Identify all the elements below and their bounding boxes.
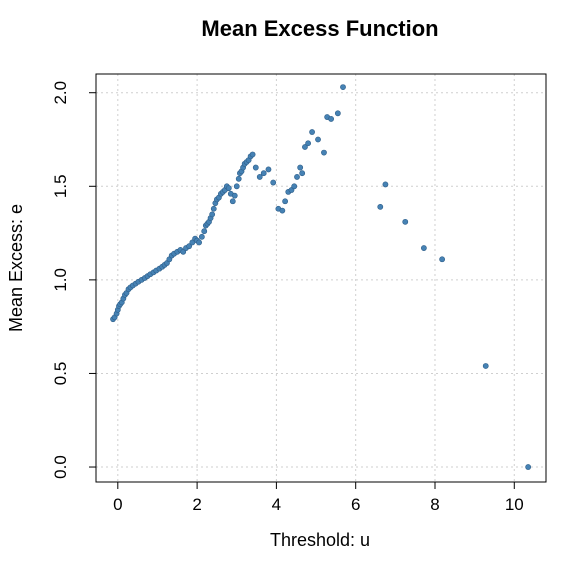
data-point xyxy=(270,179,277,186)
data-point xyxy=(439,256,446,263)
data-point xyxy=(377,203,384,210)
data-point xyxy=(231,192,238,199)
data-point xyxy=(198,233,205,240)
data-point xyxy=(209,211,216,218)
data-point xyxy=(525,464,532,470)
data-point xyxy=(334,110,341,117)
data-point xyxy=(282,198,289,205)
x-tick-label: 10 xyxy=(505,495,524,514)
data-point xyxy=(235,175,242,182)
y-tick-label: 0.0 xyxy=(51,455,70,479)
data-point xyxy=(305,140,312,147)
y-tick-label: 2.0 xyxy=(51,81,70,105)
data-point xyxy=(279,207,286,214)
data-point xyxy=(420,245,427,251)
y-axis-label: Mean Excess: e xyxy=(6,204,26,332)
data-point xyxy=(402,218,409,225)
data-point xyxy=(249,151,256,158)
data-point xyxy=(196,239,202,246)
chart-title: Mean Excess Function xyxy=(201,16,438,41)
data-point xyxy=(210,205,217,212)
x-axis-label: Threshold: u xyxy=(270,530,370,550)
y-tick-label: 1.0 xyxy=(51,268,70,292)
data-point xyxy=(302,144,308,150)
x-tick-label: 0 xyxy=(113,495,122,514)
y-tick-label: 1.5 xyxy=(51,174,70,198)
data-point xyxy=(225,185,232,192)
data-point xyxy=(315,136,321,143)
grid-layer xyxy=(96,74,546,482)
data-point xyxy=(233,183,240,190)
plot-frame xyxy=(95,73,547,483)
data-point xyxy=(291,183,298,190)
x-tick-label: 8 xyxy=(430,495,439,514)
data-point xyxy=(482,363,489,369)
data-point xyxy=(201,228,208,235)
x-tick-label: 2 xyxy=(192,495,201,514)
data-point xyxy=(256,174,263,180)
y-axis: 0.0 0.5 1.0 1.5 2.0 xyxy=(51,81,96,479)
y-tick-label: 0.5 xyxy=(51,362,70,386)
x-axis: 0 2 4 6 8 10 xyxy=(113,481,524,514)
data-point xyxy=(321,149,327,156)
data-point xyxy=(229,198,236,205)
data-point xyxy=(309,129,315,135)
data-point xyxy=(260,170,267,177)
data-point xyxy=(299,170,306,177)
data-point xyxy=(297,164,304,171)
data-point xyxy=(294,174,300,180)
x-tick-label: 6 xyxy=(351,495,360,514)
data-point xyxy=(382,181,389,188)
points-layer xyxy=(110,84,532,470)
data-point xyxy=(186,243,193,250)
x-tick-label: 4 xyxy=(272,495,281,514)
data-point xyxy=(328,116,335,122)
data-point xyxy=(252,164,259,171)
data-point xyxy=(265,166,272,173)
data-point xyxy=(340,84,346,91)
